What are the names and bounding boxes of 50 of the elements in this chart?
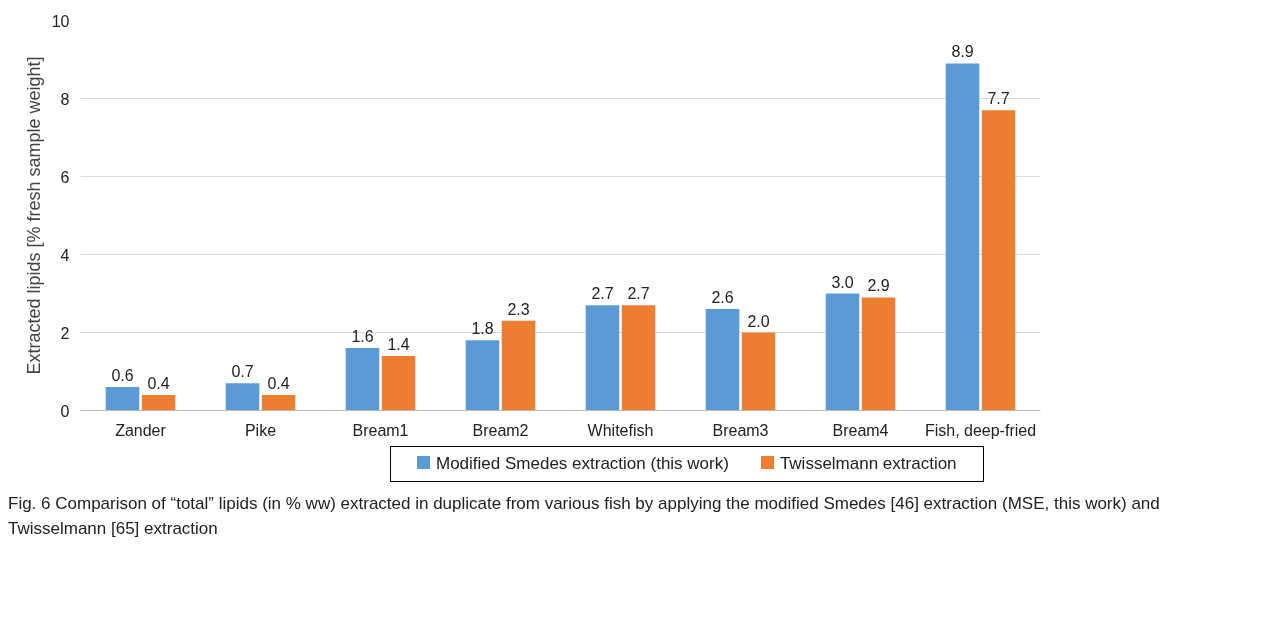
data-label: 2.3 xyxy=(507,300,530,318)
data-label: 0.4 xyxy=(147,374,170,392)
bar xyxy=(621,305,656,411)
y-tick-label: 8 xyxy=(60,90,70,108)
data-label: 0.4 xyxy=(267,374,290,392)
bar xyxy=(825,293,860,411)
x-tick-label: Bream2 xyxy=(472,421,529,439)
y-axis-title: Extracted lipids [% fresh sample weight] xyxy=(23,56,44,375)
bar xyxy=(141,394,176,411)
data-label: 2.0 xyxy=(747,312,770,330)
bar xyxy=(741,332,776,411)
caption: Fig. 6 Comparison of “total” lipids (in % ww) extracted in duplicate from various fish by applying the modified Smedes [46] extraction (MSE, this work) and Twisselmann [65] extraction xyxy=(8,493,1161,540)
bar xyxy=(381,355,416,411)
data-label: 8.9 xyxy=(951,43,974,61)
bar xyxy=(105,387,140,411)
data-label: 0.7 xyxy=(231,363,254,381)
y-tick-label: 0 xyxy=(60,402,70,420)
data-label: 2.9 xyxy=(867,277,890,295)
bar xyxy=(501,320,536,411)
bar xyxy=(261,394,296,411)
x-tick-label: Zander xyxy=(115,421,167,439)
y-tick-label: 6 xyxy=(60,168,70,186)
data-label: 7.7 xyxy=(987,90,1010,108)
x-tick-label: Pike xyxy=(244,421,277,439)
bar xyxy=(585,305,620,411)
x-tick-label: Bream1 xyxy=(352,421,409,439)
y-tick-label: 2 xyxy=(60,324,70,342)
data-label: 1.4 xyxy=(387,335,410,353)
bar xyxy=(945,63,980,411)
y-tick-label: 10 xyxy=(51,12,70,30)
data-label: 2.7 xyxy=(591,285,614,303)
bar xyxy=(225,383,260,411)
bar xyxy=(705,309,740,411)
data-label: 2.6 xyxy=(711,289,734,307)
bar xyxy=(465,340,500,411)
bar xyxy=(345,348,380,411)
x-tick-label: Bream4 xyxy=(832,421,889,439)
x-tick-label: Fish, deep-fried xyxy=(924,421,1037,439)
legend-label: Twisselmann extraction xyxy=(778,453,957,475)
legend-label: Modified Smedes extraction (this work) xyxy=(435,453,729,475)
data-label: 2.7 xyxy=(627,285,650,303)
bar xyxy=(861,297,896,411)
data-label: 3.0 xyxy=(831,273,854,291)
x-tick-label: Whitefish xyxy=(587,421,654,439)
bar xyxy=(981,110,1016,411)
x-tick-label: Bream3 xyxy=(712,421,769,439)
data-label: 1.8 xyxy=(471,320,494,338)
y-tick-label: 4 xyxy=(60,246,70,264)
data-label: 1.6 xyxy=(351,328,374,346)
data-label: 0.6 xyxy=(111,367,134,385)
